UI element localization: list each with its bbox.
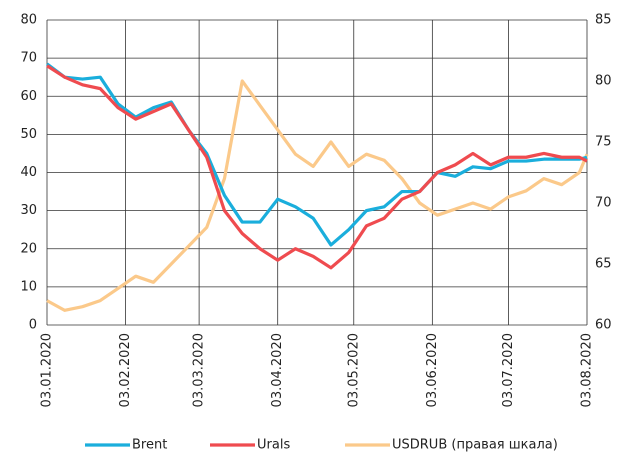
x-tick-label: 03.02.2020 [118,333,133,407]
y-tick-label: 40 [20,165,37,180]
y-tick-label: 10 [20,279,37,294]
y2-tick-label: 80 [595,74,612,89]
y-tick-label: 60 [20,89,37,104]
legend-label: Urals [257,438,290,453]
y2-tick-label: 85 [595,13,612,28]
x-tick-label: 03.05.2020 [346,333,361,407]
x-tick-label: 03.06.2020 [425,333,440,407]
y2-tick-label: 75 [595,135,612,150]
y-tick-label: 20 [20,241,37,256]
line-series [46,62,588,247]
y2-tick-label: 70 [595,196,612,211]
line-series [46,64,588,270]
y2-tick-label: 60 [595,318,612,333]
y-tick-label: 80 [20,13,37,28]
x-tick-label: 03.08.2020 [580,333,595,407]
x-tick-label: 03.07.2020 [501,333,516,407]
y-tick-label: 30 [20,203,37,218]
x-tick-label: 03.03.2020 [192,333,207,407]
y-tick-label: 0 [29,318,37,333]
line-series [46,79,589,312]
y-tick-label: 50 [20,127,37,142]
legend-label: USDRUB (правая шкала) [392,438,558,453]
x-tick-label: 03.04.2020 [270,333,285,407]
y-tick-label: 70 [20,51,37,66]
x-tick-label: 03.01.2020 [40,333,55,407]
y2-tick-label: 65 [595,257,612,272]
legend-label: Brent [132,438,167,453]
